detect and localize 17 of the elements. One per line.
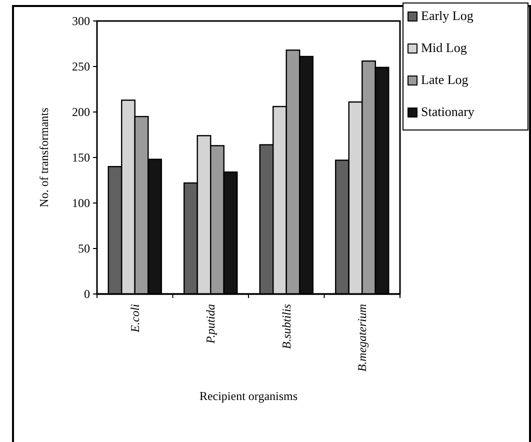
legend-label: Late Log [421,72,469,87]
y-tick-label: 50 [78,242,90,256]
y-tick-label: 200 [72,105,90,120]
legend-label: Mid Log [421,40,468,55]
y-tick-label: 300 [72,14,90,28]
y-tick-label: 150 [72,150,90,165]
legend-label: Early Log [421,8,474,23]
x-tick-label: E.coli [128,304,142,334]
x-tick-label: B.megaterium [355,304,370,372]
legend-label: Stationary [421,104,475,119]
y-tick-label: 0 [84,287,90,302]
y-axis-title: No. of transformants [37,107,51,208]
x-axis-title: Recipient organisms [199,389,298,403]
y-tick-label: 250 [72,60,90,74]
x-tick-label: P.putida [204,304,218,344]
x-tick-label: B.subtilis [279,304,294,350]
y-tick-label: 100 [72,196,90,210]
